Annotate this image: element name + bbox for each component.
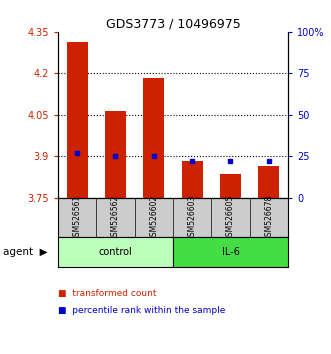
Text: ■  percentile rank within the sample: ■ percentile rank within the sample <box>58 306 225 315</box>
Text: GSM526605: GSM526605 <box>226 194 235 241</box>
Text: GSM526678: GSM526678 <box>264 194 273 241</box>
Text: ■  transformed count: ■ transformed count <box>58 289 157 297</box>
Title: GDS3773 / 10496975: GDS3773 / 10496975 <box>106 18 240 31</box>
Bar <box>105 111 126 198</box>
Text: agent  ▶: agent ▶ <box>3 247 48 257</box>
Text: GSM526602: GSM526602 <box>149 194 158 241</box>
Bar <box>258 166 279 198</box>
Bar <box>143 78 164 198</box>
Text: GSM526561: GSM526561 <box>72 194 82 241</box>
Text: GSM526562: GSM526562 <box>111 194 120 241</box>
Text: control: control <box>99 247 132 257</box>
Text: GSM526603: GSM526603 <box>188 194 197 241</box>
Bar <box>220 175 241 198</box>
Bar <box>67 41 88 198</box>
Bar <box>182 161 203 198</box>
Text: IL-6: IL-6 <box>221 247 239 257</box>
